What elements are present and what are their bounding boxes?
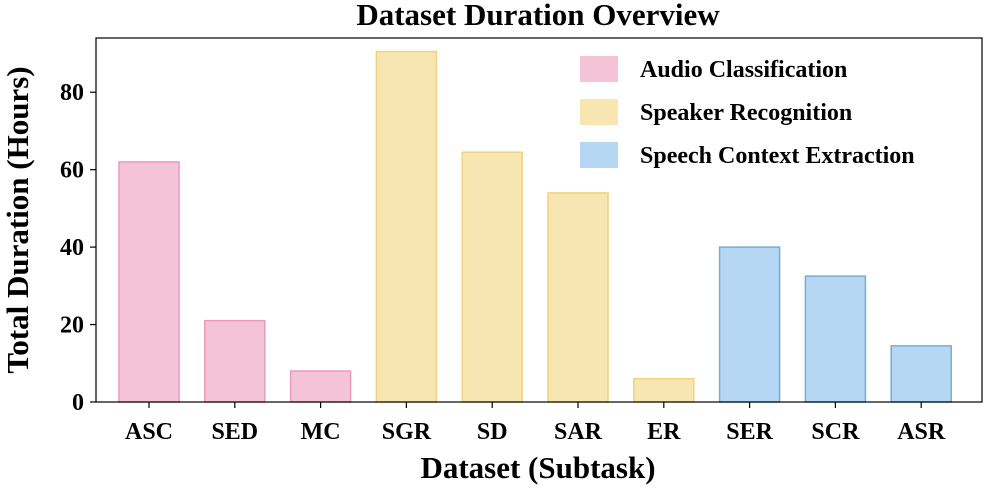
plot-frame <box>95 37 983 403</box>
x-tick-label: ER <box>647 419 681 445</box>
x-tick-label: ASR <box>897 419 946 445</box>
bar-er <box>633 378 695 403</box>
x-axis-label: Dataset (Subtask) <box>420 450 655 485</box>
legend-label: Audio Classification <box>640 57 847 83</box>
legend-swatch <box>580 99 618 125</box>
x-tick-label: MC <box>301 419 341 445</box>
bar-asc <box>118 161 180 403</box>
x-tick-label: SAR <box>554 419 603 445</box>
y-tick-label: 60 <box>60 158 84 184</box>
x-tick-label: SD <box>477 419 508 445</box>
bar-scr <box>804 275 867 403</box>
y-tick-label: 40 <box>60 235 84 261</box>
y-tick-label: 0 <box>72 390 84 416</box>
x-axis: ASC SED MC SGR SD SAR ER SER SCR ASR <box>125 402 946 445</box>
legend: Audio Classification Speaker Recognition S… <box>580 56 915 169</box>
bar-mc <box>289 370 352 403</box>
bar-sed <box>204 319 266 403</box>
legend-swatch <box>580 56 618 82</box>
chart-title: Dataset Duration Overview <box>356 0 720 32</box>
x-tick-label: SED <box>211 419 258 445</box>
bars-group <box>118 50 952 403</box>
bar-ser <box>718 246 781 403</box>
bar-asr <box>890 345 952 403</box>
legend-label: Speech Context Extraction <box>640 143 915 169</box>
legend-label: Speaker Recognition <box>640 100 852 126</box>
y-axis: 0 20 40 60 80 <box>60 80 96 416</box>
x-tick-label: SGR <box>382 419 432 445</box>
x-tick-label: ASC <box>125 419 173 445</box>
legend-swatch <box>580 142 618 168</box>
y-tick-label: 80 <box>60 80 84 106</box>
x-tick-label: SCR <box>811 419 860 445</box>
y-tick-label: 20 <box>60 313 84 339</box>
y-axis-label: Total Duration (Hours) <box>0 66 35 373</box>
x-tick-label: SER <box>726 419 773 445</box>
bar-sd <box>461 151 523 403</box>
bar-sar <box>547 192 609 403</box>
bar-sgr <box>375 50 438 403</box>
